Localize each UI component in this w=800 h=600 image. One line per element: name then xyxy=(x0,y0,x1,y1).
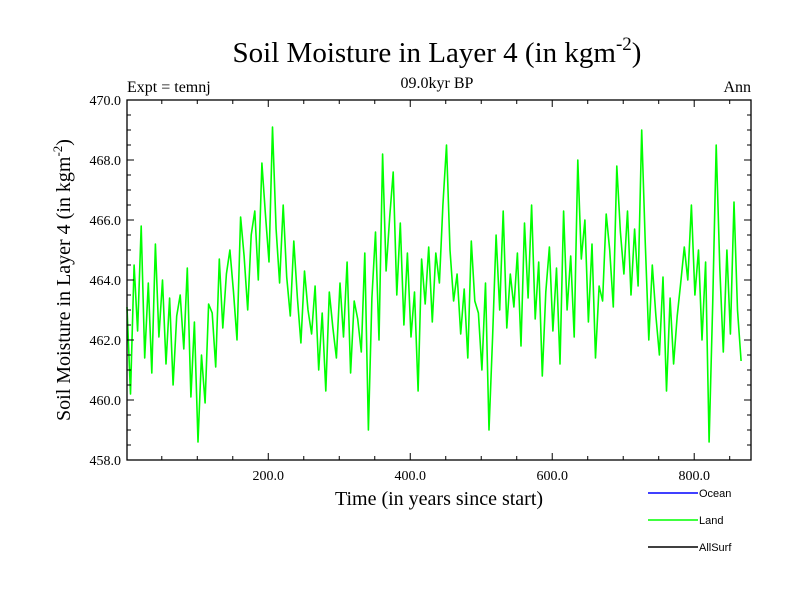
period-label: 09.0kyr BP xyxy=(401,75,474,92)
y-tick-label: 468.0 xyxy=(90,154,122,169)
y-tick-label: 460.0 xyxy=(90,394,122,409)
chart-title: Soil Moisture in Layer 4 (in kgm-2) xyxy=(233,34,642,69)
legend-label-allsurf: AllSurf xyxy=(699,542,732,554)
x-tick-label: 800.0 xyxy=(678,469,710,484)
y-tick-label: 462.0 xyxy=(90,334,122,349)
x-tick-label: 400.0 xyxy=(394,469,426,484)
y-tick-label: 470.0 xyxy=(90,94,122,109)
y-tick-label: 464.0 xyxy=(90,274,122,289)
data-layer xyxy=(126,126,742,443)
x-axis-label: Time (in years since start) xyxy=(335,488,543,510)
y-tick-label: 458.0 xyxy=(90,454,122,469)
x-tick-label: 600.0 xyxy=(536,469,568,484)
series-line-land xyxy=(126,126,742,443)
legend: Ocean Land AllSurf xyxy=(648,488,732,554)
experiment-label: Expt = temnj xyxy=(127,79,211,96)
season-label: Ann xyxy=(723,79,751,96)
legend-label-land: Land xyxy=(699,515,723,527)
y-axis: 458.0 460.0 462.0 464.0 466.0 468.0 470.0 xyxy=(90,94,751,469)
plot-area: 458.0 460.0 462.0 464.0 466.0 468.0 470.0 200.… xyxy=(90,94,752,484)
y-axis-label: Soil Moisture in Layer 4 (in kgm-2) xyxy=(50,139,75,421)
legend-label-ocean: Ocean xyxy=(699,488,731,500)
y-tick-label: 466.0 xyxy=(90,214,122,229)
x-tick-label: 200.0 xyxy=(253,469,285,484)
x-axis: 200.0 400.0 600.0 800.0 xyxy=(161,100,731,484)
